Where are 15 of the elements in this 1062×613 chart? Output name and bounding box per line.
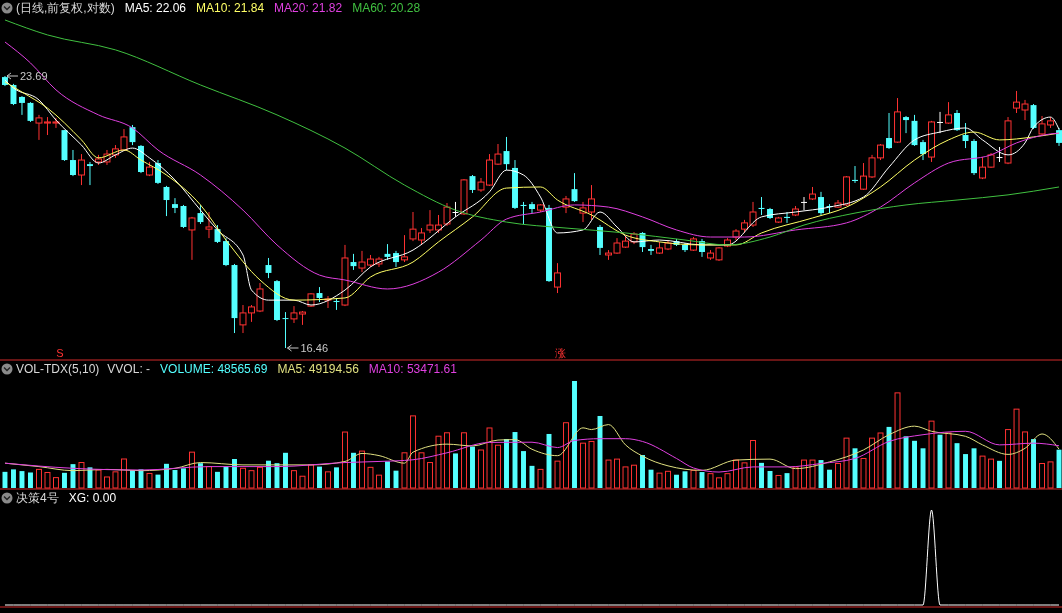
text: VOLUME: 48565.69 [160,362,268,376]
text: MA20: 21.82 [274,1,343,15]
text: MA60: 20.28 [352,1,421,15]
chart-subtitle: VVOL: - [107,362,151,376]
annotation: 16.46 [300,342,329,354]
text: XG: 0.00 [68,491,117,505]
annotation: 涨 [554,347,566,359]
text: MA5: 49194.56 [277,362,360,376]
text: MA10: 21.84 [196,1,265,15]
text: MA10: 53471.61 [368,362,458,376]
chart-title: VOL-TDX(5,10) [16,362,100,376]
chart-title: (日线,前复权,对数) [16,1,115,15]
chart-title: 决策4号 [16,491,59,505]
text: MA5: 22.06 [124,1,187,15]
annotation: S [56,347,64,359]
